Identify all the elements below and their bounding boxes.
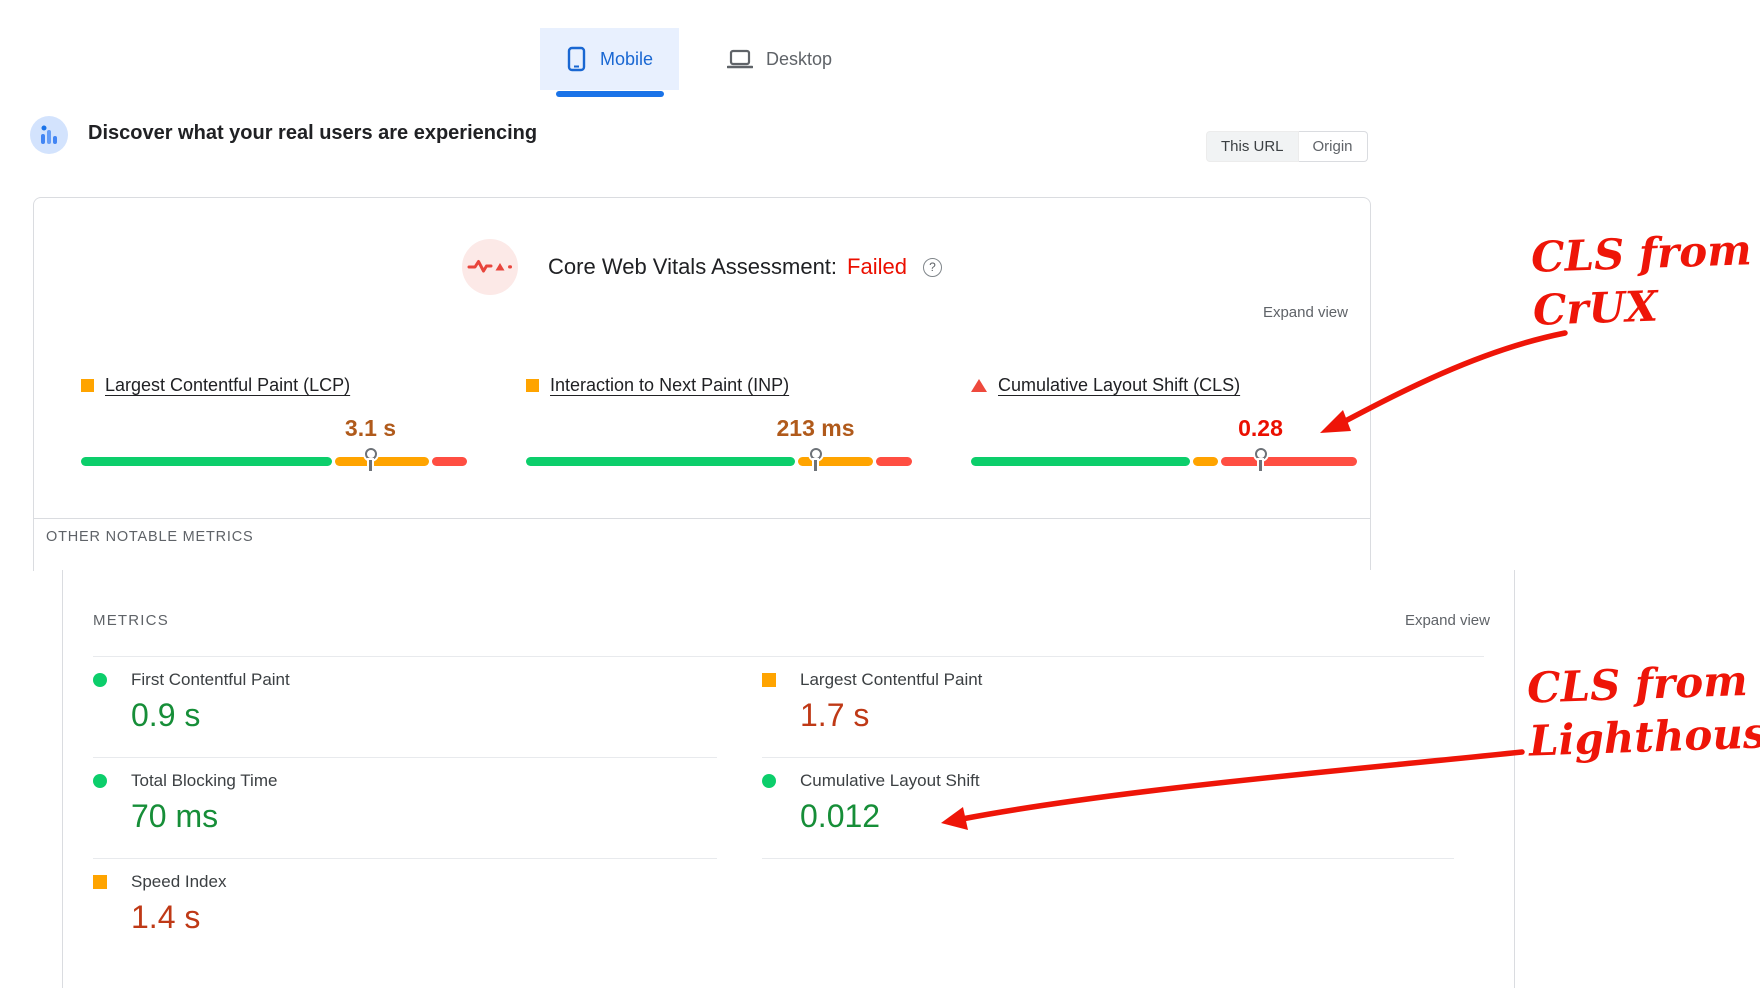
device-tabs: Mobile Desktop xyxy=(540,28,858,97)
cls-status-icon xyxy=(971,379,987,392)
poor-segment xyxy=(875,457,912,466)
vital-lcp: Largest Contentful Paint (LCP) 3.1 s xyxy=(81,375,467,475)
metrics-heading: METRICS xyxy=(93,612,169,629)
poor-segment xyxy=(1221,457,1357,466)
lcp-lab-label: Largest Contentful Paint xyxy=(800,670,983,689)
assessment-result: Failed xyxy=(847,254,907,279)
inp-distribution-bar xyxy=(526,448,912,471)
percentile-marker xyxy=(809,448,822,471)
lcp-value: 3.1 s xyxy=(344,415,397,441)
fcp-value: 0.9 s xyxy=(131,697,201,733)
fcp-status-icon xyxy=(93,673,107,687)
inp-link[interactable]: Interaction to Next Paint (INP) xyxy=(550,375,790,395)
speed-index-label: Speed Index xyxy=(131,872,227,891)
tbt-label: Total Blocking Time xyxy=(131,771,278,790)
inp-status-icon xyxy=(526,379,539,392)
lab-right-column: Largest Contentful Paint 1.7 s Cumulativ… xyxy=(762,657,1454,859)
lab-metrics-card: METRICS Expand view First Contentful Pai… xyxy=(62,570,1515,988)
lab-left-column: First Contentful Paint 0.9 s Total Block… xyxy=(93,657,717,960)
card-divider xyxy=(34,518,1370,519)
annotation-cls-from-crux: CLS from CrUX xyxy=(1530,224,1754,337)
tab-mobile[interactable]: Mobile xyxy=(540,28,680,97)
speed-index-value: 1.4 s xyxy=(131,899,201,935)
cls-lab-label: Cumulative Layout Shift xyxy=(800,771,980,790)
cls-value: 0.28 xyxy=(1238,415,1283,441)
origin-button[interactable]: Origin xyxy=(1298,131,1368,162)
tab-desktop[interactable]: Desktop xyxy=(701,28,858,90)
lab-row-cls: Cumulative Layout Shift 0.012 xyxy=(762,758,1454,859)
lcp-status-icon xyxy=(81,379,94,392)
divider xyxy=(93,656,1484,657)
annotation-cls-from-lighthouse: CLS from Lighthouse xyxy=(1526,653,1760,768)
vital-cls: Cumulative Layout Shift (CLS) 0.28 xyxy=(971,375,1357,475)
needs-improvement-segment xyxy=(1193,457,1219,466)
good-segment xyxy=(526,457,795,466)
field-data-icon xyxy=(30,116,68,154)
annotation-line: CrUX xyxy=(1532,281,1659,335)
needs-improvement-segment xyxy=(797,457,873,466)
desktop-laptop-icon xyxy=(727,49,754,69)
annotation-line: Lighthouse xyxy=(1528,707,1760,766)
this-url-button[interactable]: This URL xyxy=(1206,131,1299,162)
annotation-line: CLS from xyxy=(1526,655,1749,713)
vitals-row: Largest Contentful Paint (LCP) 3.1 s Int… xyxy=(81,375,1357,475)
lcp-lab-value: 1.7 s xyxy=(800,697,870,733)
percentile-marker xyxy=(364,448,377,471)
assessment-label: Core Web Vitals Assessment: xyxy=(548,254,838,279)
tab-desktop-label: Desktop xyxy=(766,48,833,69)
vitals-pulse-icon xyxy=(462,239,519,295)
lab-row-tbt: Total Blocking Time 70 ms xyxy=(93,758,717,859)
lab-row-speed-index: Speed Index 1.4 s xyxy=(93,859,717,960)
lab-row-lcp: Largest Contentful Paint 1.7 s xyxy=(762,657,1454,758)
core-web-vitals-card: Core Web Vitals Assessment: Failed ? Exp… xyxy=(33,197,1371,571)
good-segment xyxy=(81,457,332,466)
lab-row-fcp: First Contentful Paint 0.9 s xyxy=(93,657,717,758)
tbt-status-icon xyxy=(93,774,107,788)
good-segment xyxy=(971,457,1191,466)
percentile-marker xyxy=(1254,448,1267,471)
cls-lab-status-icon xyxy=(762,774,776,788)
active-tab-underline xyxy=(555,91,664,97)
cls-lab-value: 0.012 xyxy=(800,798,881,834)
scope-toggle: This URL Origin xyxy=(1206,131,1368,162)
expand-view-link-field[interactable]: Expand view xyxy=(1262,304,1348,321)
speed-index-status-icon xyxy=(93,875,107,889)
lcp-distribution-bar xyxy=(81,448,467,471)
inp-value: 213 ms xyxy=(776,415,855,441)
field-section-title: Discover what your real users are experi… xyxy=(88,122,538,144)
other-notable-metrics-label: OTHER NOTABLE METRICS xyxy=(46,529,254,545)
fcp-label: First Contentful Paint xyxy=(131,670,290,689)
cls-distribution-bar xyxy=(971,448,1357,471)
tab-mobile-label: Mobile xyxy=(600,48,654,69)
poor-segment xyxy=(432,457,467,466)
expand-view-link-lab[interactable]: Expand view xyxy=(1404,612,1490,629)
help-icon[interactable]: ? xyxy=(922,257,942,277)
mobile-phone-icon xyxy=(567,46,586,72)
lcp-lab-status-icon xyxy=(762,673,776,687)
tbt-value: 70 ms xyxy=(131,798,219,834)
cwv-assessment-header: Core Web Vitals Assessment: Failed ? xyxy=(34,239,1370,295)
lcp-link[interactable]: Largest Contentful Paint (LCP) xyxy=(105,375,351,395)
annotation-line: CLS from xyxy=(1530,225,1753,282)
vital-inp: Interaction to Next Paint (INP) 213 ms xyxy=(526,375,912,475)
needs-improvement-segment xyxy=(334,457,430,466)
cls-link[interactable]: Cumulative Layout Shift (CLS) xyxy=(998,375,1241,395)
